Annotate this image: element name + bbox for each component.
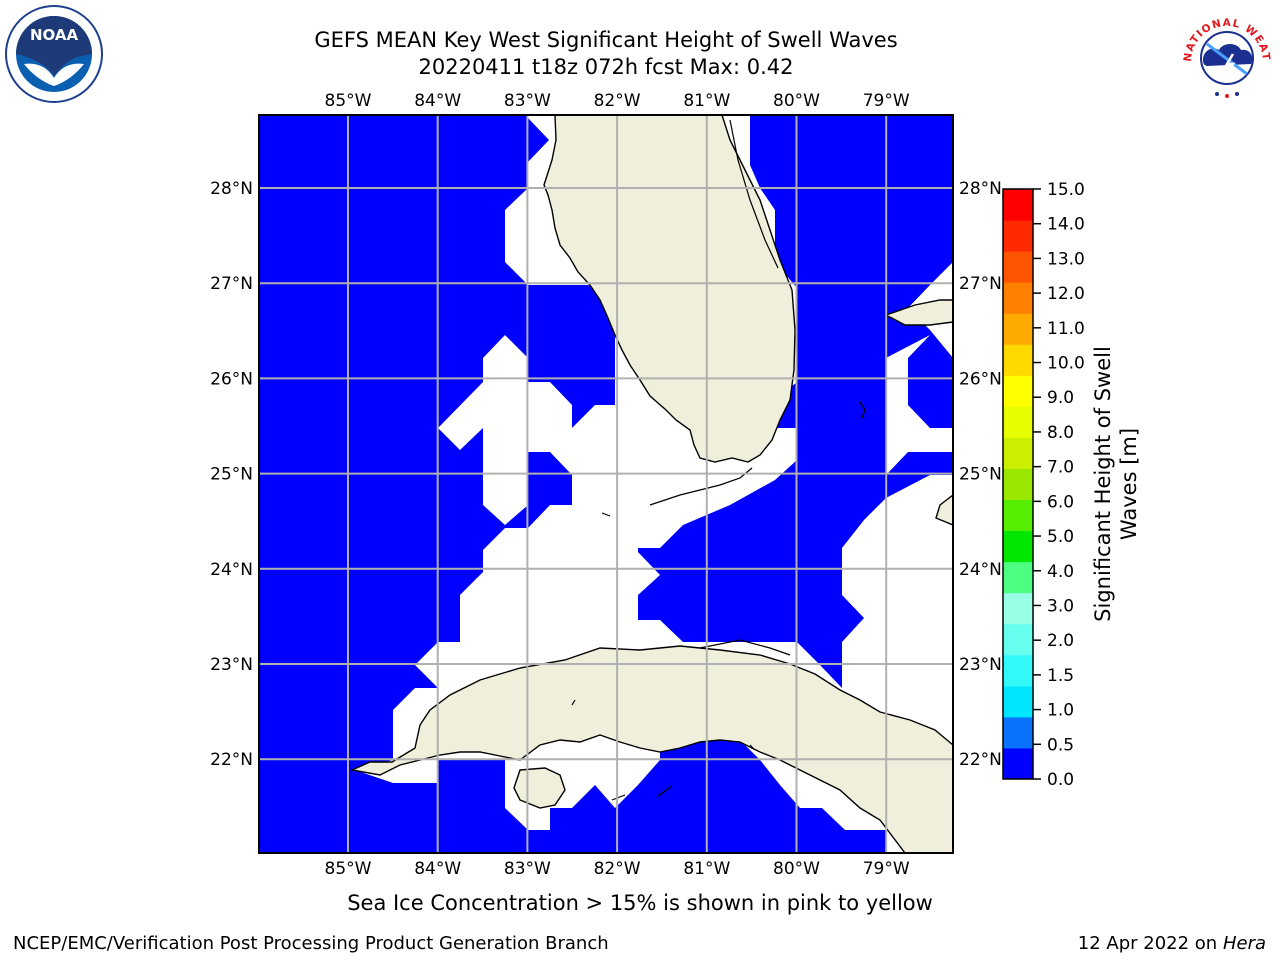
colorbar-segment [1003, 685, 1033, 718]
colorbar-segment [1003, 437, 1033, 469]
coastlines [349, 115, 953, 853]
chart-title: GEFS MEAN Key West Significant Height of… [314, 28, 898, 52]
lat-label-left: 28°N [210, 179, 253, 199]
colorbar-segment [1003, 561, 1033, 594]
colorbar-tick-label: 10.0 [1047, 354, 1085, 374]
map-frame [258, 114, 954, 854]
colorbar-segment [1003, 251, 1033, 283]
colorbar-segment [1003, 344, 1033, 376]
colorbar-segment [1003, 375, 1033, 407]
noaa-logo: NOAA [5, 5, 103, 103]
lon-labels-top: 85°W 84°W 83°W 82°W 81°W 80°W 79°W [325, 91, 910, 111]
colorbar-tick-label: 3.0 [1047, 596, 1074, 616]
colorbar-segment [1003, 623, 1033, 656]
lat-labels-right: 28°N 27°N 26°N 25°N 24°N 23°N 22°N [959, 179, 1002, 770]
colorbar-tick-label: 14.0 [1047, 215, 1085, 235]
colorbar-label: Significant Height of Swell Waves [m] [1091, 346, 1141, 622]
colorbar-tick-label: 6.0 [1047, 492, 1074, 512]
nws-logo: NATIONAL WEATHER SERVICE [1177, 4, 1271, 98]
lon-label-top: 84°W [414, 91, 461, 111]
lon-label-top: 83°W [504, 91, 551, 111]
lat-labels-left: 28°N 27°N 26°N 25°N 24°N 23°N 22°N [210, 179, 253, 770]
colorbar-tick-label: 9.0 [1047, 388, 1074, 408]
footer-date-text: 12 Apr 2022 on [1077, 933, 1223, 954]
lat-label-left: 22°N [210, 750, 253, 770]
footer-machine: Hera [1222, 933, 1266, 954]
colorbar-tick-label: 12.0 [1047, 284, 1085, 304]
grand-bahama [884, 299, 953, 326]
lon-labels-bottom: 85°W 84°W 83°W 82°W 81°W 80°W 79°W [325, 859, 910, 879]
colorbar-segment [1003, 189, 1033, 221]
colorbar-segment [1003, 313, 1033, 345]
lat-label-right: 27°N [959, 274, 1002, 294]
colorbar-segment [1003, 406, 1033, 438]
colorbar-tick-label: 0.5 [1047, 735, 1074, 755]
lon-label-bottom: 79°W [863, 859, 910, 879]
colorbar-segment [1003, 716, 1033, 749]
lat-label-right: 25°N [959, 465, 1002, 485]
lon-label-bottom: 84°W [414, 859, 461, 879]
lon-label-top: 85°W [325, 91, 372, 111]
keys-and-islets [571, 119, 866, 801]
lon-label-bottom: 85°W [325, 859, 372, 879]
lat-label-left: 24°N [210, 560, 253, 580]
colorbar-segment [1003, 654, 1033, 687]
lon-label-top: 79°W [863, 91, 910, 111]
footer-date: 12 Apr 2022 on Hera [1078, 933, 1266, 954]
lat-label-left: 23°N [210, 655, 253, 675]
colorbar-segment [1003, 747, 1033, 780]
lon-label-top: 81°W [683, 91, 730, 111]
sea-ice-note: Sea Ice Concentration > 15% is shown in … [347, 891, 933, 915]
chart-subtitle-forecast: 20220411 t18z 072h fcst Max: 0.42 [418, 55, 794, 79]
lat-label-right: 22°N [959, 750, 1002, 770]
lat-label-right: 23°N [959, 655, 1002, 675]
lon-label-top: 80°W [773, 91, 820, 111]
colorbar-tick-label: 0.0 [1047, 770, 1074, 790]
graticule [259, 115, 953, 853]
colorbar-tick-label: 13.0 [1047, 249, 1085, 269]
lon-label-bottom: 83°W [504, 859, 551, 879]
colorbar-tick-label: 1.0 [1047, 701, 1074, 721]
florida-peninsula [543, 115, 796, 463]
lon-label-bottom: 80°W [773, 859, 820, 879]
colorbar-tick-label: 2.0 [1047, 631, 1074, 651]
andros-island [935, 494, 953, 526]
colorbar-tick-label: 5.0 [1047, 527, 1074, 547]
lat-label-right: 28°N [959, 179, 1002, 199]
lon-label-bottom: 81°W [683, 859, 730, 879]
colorbar-tick-label: 1.5 [1047, 666, 1074, 686]
noaa-logo-text: NOAA [30, 26, 79, 44]
colorbar-segment [1003, 468, 1033, 501]
lat-label-right: 24°N [959, 560, 1002, 580]
lon-label-top: 82°W [594, 91, 641, 111]
colorbar-segment [1003, 592, 1033, 625]
lat-label-right: 26°N [959, 369, 1002, 389]
colorbar-ticks: 0.0 0.5 1.0 1.5 2.0 3.0 4.0 5.0 6.0 7.0 8.0 9.0 10.0… [1033, 180, 1085, 790]
colorbar-segment [1003, 530, 1033, 563]
colorbar-segments [1003, 189, 1033, 780]
lat-label-left: 26°N [210, 369, 253, 389]
colorbar-frame [1002, 188, 1034, 780]
lat-label-left: 27°N [210, 274, 253, 294]
lat-label-left: 25°N [210, 465, 253, 485]
colorbar-tick-label: 11.0 [1047, 319, 1085, 339]
colorbar-tick-label: 7.0 [1047, 458, 1074, 478]
colorbar-tick-label: 15.0 [1047, 180, 1085, 200]
lon-label-bottom: 82°W [594, 859, 641, 879]
colorbar-segment [1003, 499, 1033, 532]
colorbar-tick-label: 4.0 [1047, 562, 1074, 582]
colorbar-tick-label: 8.0 [1047, 423, 1074, 443]
colorbar-segment [1003, 220, 1033, 252]
footer-branch: NCEP/EMC/Verification Post Processing Pr… [13, 933, 609, 954]
colorbar-segment [1003, 282, 1033, 314]
